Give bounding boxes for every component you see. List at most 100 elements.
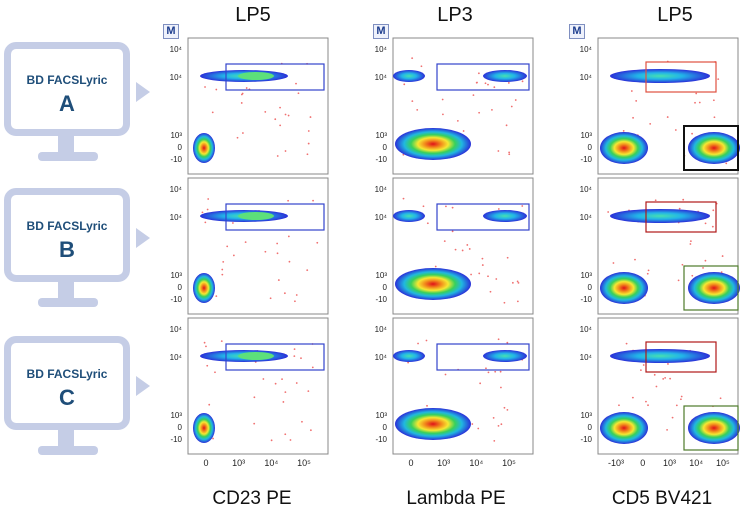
event-dot: [625, 342, 628, 345]
population-blob: [600, 412, 648, 444]
event-dot: [487, 275, 489, 278]
event-dot: [284, 391, 287, 394]
event-dot: [495, 278, 498, 280]
tick-label: 10³: [170, 131, 182, 140]
event-dot: [508, 153, 511, 156]
event-dot: [666, 428, 668, 431]
event-dot: [417, 342, 419, 345]
event-dot: [242, 132, 244, 134]
tick-label: -10: [580, 155, 592, 164]
event-dot: [631, 396, 634, 399]
tick-label: 10³: [437, 458, 450, 468]
tick-label: 10⁴: [580, 213, 593, 222]
event-dot: [698, 101, 701, 104]
event-dot: [489, 290, 492, 293]
event-dot: [279, 106, 281, 109]
event-dot: [442, 113, 444, 116]
event-dot: [207, 198, 210, 200]
event-dot: [506, 341, 509, 344]
event-dot: [253, 422, 256, 425]
population-core: [238, 212, 274, 220]
event-dot: [481, 257, 484, 260]
tick-label: 10³: [580, 131, 592, 140]
population-blob: [193, 133, 215, 163]
tick-label: 10⁴: [375, 213, 388, 222]
scatter-panel: 10⁴ 10⁴ 10³ 0 -10: [580, 37, 740, 175]
gate-rectangle: [436, 63, 530, 91]
event-dot: [203, 341, 206, 344]
population-blob: [688, 412, 740, 444]
event-dot: [274, 382, 277, 385]
event-dot: [284, 113, 287, 116]
panels-layer: 10⁴10⁴10³0-1010⁴10⁴10³0-1010⁴10⁴10³0-101…: [170, 37, 740, 468]
tick-label: 10³: [232, 458, 245, 468]
event-dot: [434, 265, 437, 268]
event-dot: [289, 439, 292, 441]
m-badge: M: [163, 24, 179, 39]
event-dot: [295, 382, 298, 384]
column-title: LP3: [437, 4, 473, 26]
population-blob: [393, 350, 425, 362]
event-dot: [479, 382, 482, 385]
gate-rectangle: [436, 203, 530, 231]
event-dot: [481, 264, 484, 266]
event-dot: [205, 345, 207, 348]
event-dot: [721, 255, 724, 257]
event-dot: [521, 80, 524, 83]
event-dot: [287, 199, 290, 202]
scatter-panel: 10⁴ 10⁴ 10³ 0 -10: [580, 177, 740, 315]
tick-label: 10⁴: [264, 458, 278, 468]
tick-label: 10⁴: [375, 45, 388, 54]
event-dot: [635, 100, 638, 102]
tick-label: 10⁵: [297, 458, 311, 468]
gate-rectangle: [645, 201, 717, 233]
event-dot: [669, 377, 672, 380]
tick-label: 10³: [375, 271, 387, 280]
event-dot: [682, 198, 685, 201]
event-dot: [232, 222, 234, 224]
instrument-letter: B: [59, 237, 75, 262]
event-dot: [208, 403, 211, 406]
arrow-right-icon: [136, 376, 150, 396]
event-dot: [719, 397, 722, 400]
event-dot: [471, 423, 474, 425]
event-dot: [284, 150, 287, 152]
event-dot: [402, 197, 405, 200]
event-dot: [503, 301, 506, 304]
tick-label: 10⁴: [375, 325, 388, 334]
event-dot: [245, 87, 248, 89]
event-dot: [276, 242, 279, 245]
event-dot: [212, 437, 214, 440]
event-dot: [306, 153, 309, 156]
event-dot: [521, 205, 524, 207]
tick-label: 10⁴: [170, 73, 183, 82]
event-dot: [503, 406, 506, 409]
scatter-panel: 10⁴ 10⁴ 10³ 0 -10: [170, 37, 329, 175]
event-dot: [612, 262, 615, 264]
event-dot: [287, 114, 290, 117]
event-dot: [666, 116, 669, 118]
event-dot: [221, 273, 224, 276]
event-dot: [678, 207, 681, 210]
event-dot: [206, 364, 209, 367]
instrument-letter: A: [59, 91, 75, 116]
event-dot: [477, 72, 480, 75]
event-dot: [647, 269, 650, 272]
event-dot: [284, 433, 287, 436]
event-dot: [500, 386, 502, 389]
tick-label: 10³: [170, 271, 182, 280]
gate-rectangle: [225, 343, 325, 371]
tick-label: 10⁴: [580, 45, 593, 54]
event-dot: [691, 274, 694, 277]
event-dot: [712, 209, 715, 212]
event-dot: [506, 256, 509, 259]
event-dot: [497, 338, 500, 341]
scatter-panel: 10⁴ 10⁴ 10³ 0 -10: [170, 177, 329, 315]
event-dot: [294, 300, 296, 303]
event-dot: [274, 118, 277, 121]
tick-label: 10⁴: [580, 325, 593, 334]
tick-label: -10: [170, 435, 182, 444]
population-blob: [393, 70, 425, 82]
tick-label: 10⁴: [580, 73, 593, 82]
event-dot: [204, 86, 206, 88]
